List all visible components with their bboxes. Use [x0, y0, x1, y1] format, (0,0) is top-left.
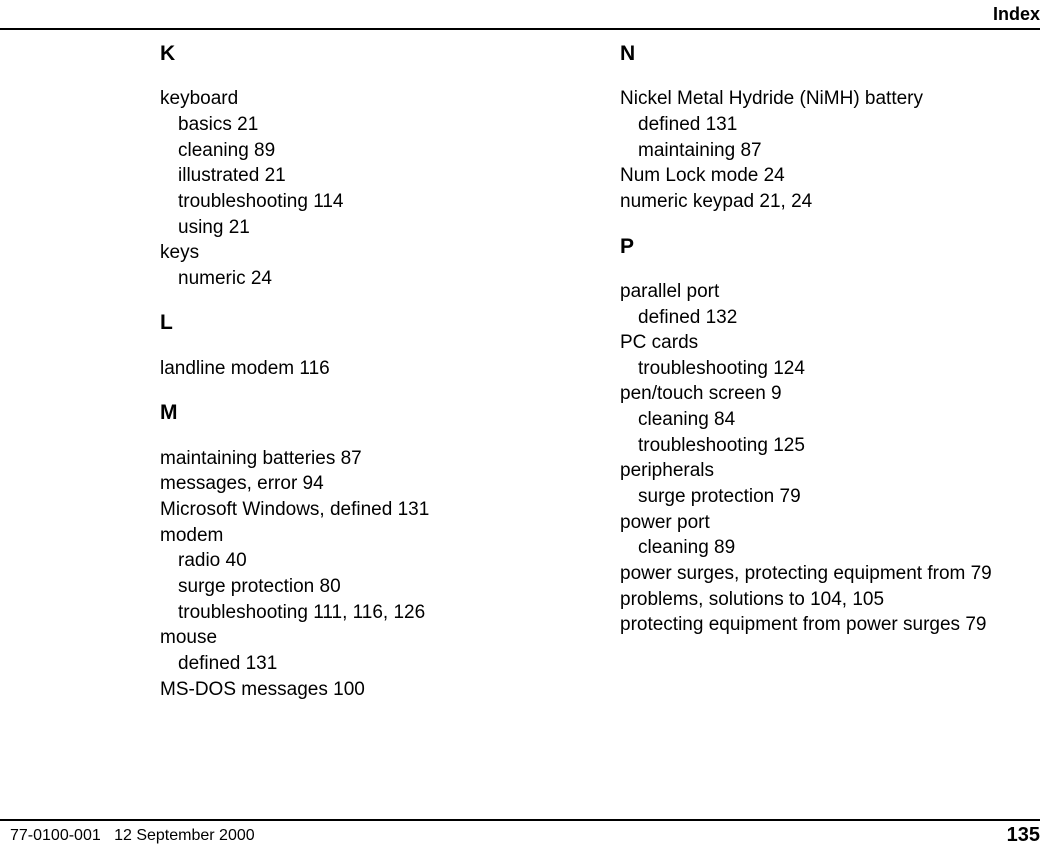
- index-subentry: maintaining 87: [638, 138, 1040, 164]
- index-entry: mouse: [160, 625, 580, 651]
- section-letter-n: N: [620, 40, 1040, 68]
- index-entry: landline modem 116: [160, 356, 580, 382]
- section-letter-k: K: [160, 40, 580, 68]
- index-entry: pen/touch screen 9: [620, 381, 1040, 407]
- index-subentry: cleaning 84: [638, 407, 1040, 433]
- index-entry: problems, solutions to 104, 105: [620, 587, 1040, 613]
- index-entry: peripherals: [620, 458, 1040, 484]
- index-entry: modem: [160, 523, 580, 549]
- index-entry: numeric keypad 21, 24: [620, 189, 1040, 215]
- bottom-rule: [0, 819, 1040, 821]
- doc-date: 12 September 2000: [114, 827, 255, 844]
- index-subentry: troubleshooting 125: [638, 433, 1040, 459]
- index-entry: Nickel Metal Hydride (NiMH) battery: [620, 86, 1040, 112]
- index-entry: messages, error 94: [160, 471, 580, 497]
- doc-id: 77-0100-001: [10, 827, 101, 844]
- index-entry: PC cards: [620, 330, 1040, 356]
- index-subentry: basics 21: [178, 112, 580, 138]
- index-entry: MS-DOS messages 100: [160, 677, 580, 703]
- index-entry: Num Lock mode 24: [620, 163, 1040, 189]
- index-subentry: defined 132: [638, 305, 1040, 331]
- index-entry: parallel port: [620, 279, 1040, 305]
- index-subentry: cleaning 89: [638, 535, 1040, 561]
- left-column: K keyboard basics 21 cleaning 89 illustr…: [160, 40, 580, 702]
- section-letter-p: P: [620, 233, 1040, 261]
- index-entry: keys: [160, 240, 580, 266]
- index-entry: maintaining batteries 87: [160, 446, 580, 472]
- index-subentry: cleaning 89: [178, 138, 580, 164]
- index-subentry: troubleshooting 124: [638, 356, 1040, 382]
- index-entry: keyboard: [160, 86, 580, 112]
- page-number: 135: [1007, 824, 1040, 847]
- index-subentry: numeric 24: [178, 266, 580, 292]
- index-subentry: troubleshooting 114: [178, 189, 580, 215]
- section-letter-m: M: [160, 399, 580, 427]
- index-subentry: surge protection 79: [638, 484, 1040, 510]
- section-letter-l: L: [160, 309, 580, 337]
- index-subentry: illustrated 21: [178, 163, 580, 189]
- right-column: N Nickel Metal Hydride (NiMH) battery de…: [620, 40, 1040, 702]
- top-rule: [0, 28, 1040, 30]
- page-header-title: Index: [993, 4, 1040, 25]
- index-entry: power port: [620, 510, 1040, 536]
- index-subentry: radio 40: [178, 548, 580, 574]
- footer-left: 77-0100-001 12 September 2000: [10, 827, 255, 845]
- index-subentry: troubleshooting 111, 116, 126: [178, 600, 580, 626]
- index-subentry: surge protection 80: [178, 574, 580, 600]
- index-entry: protecting equipment from power surges 7…: [620, 612, 1040, 638]
- index-entry: Microsoft Windows, defined 131: [160, 497, 580, 523]
- index-subentry: using 21: [178, 215, 580, 241]
- index-content: K keyboard basics 21 cleaning 89 illustr…: [160, 40, 1040, 702]
- index-entry: power surges, protecting equipment from …: [620, 561, 1040, 587]
- index-subentry: defined 131: [178, 651, 580, 677]
- index-subentry: defined 131: [638, 112, 1040, 138]
